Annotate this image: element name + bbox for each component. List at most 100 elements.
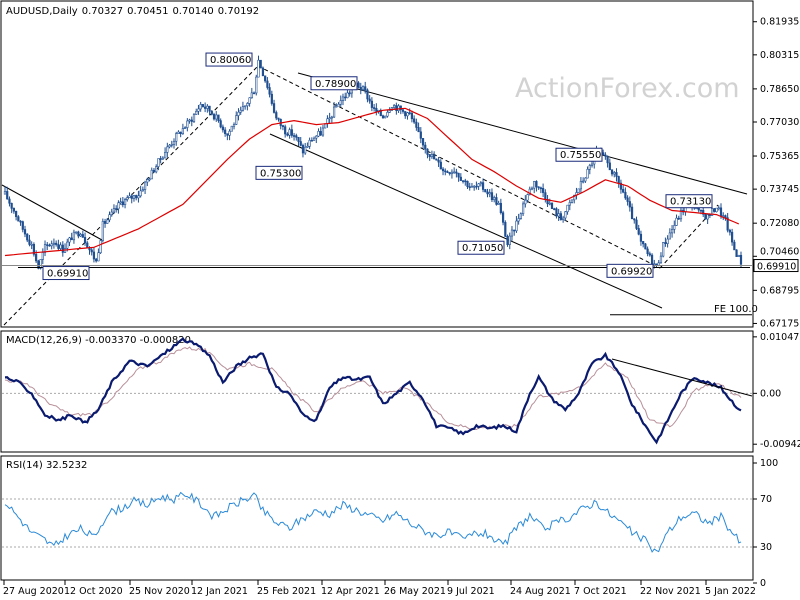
candle-body-up bbox=[161, 157, 164, 160]
candle-body-down bbox=[57, 244, 60, 249]
candle-body-down bbox=[639, 233, 643, 242]
candle-body-up bbox=[128, 195, 131, 198]
candle-body-up bbox=[235, 115, 238, 125]
candle-body-up bbox=[666, 238, 669, 244]
candle-body-up bbox=[479, 182, 482, 185]
ohlc-open: 0.70327 bbox=[82, 6, 123, 17]
candle-body-up bbox=[662, 242, 665, 257]
candle-body-up bbox=[237, 111, 240, 116]
candle-body-down bbox=[272, 103, 276, 113]
candle-body-up bbox=[715, 207, 718, 213]
price-label-text: 0.69920 bbox=[611, 266, 652, 277]
candle-body-down bbox=[299, 141, 302, 146]
macd-tick-label: 0.010472 bbox=[760, 332, 800, 343]
candle-body-down bbox=[464, 180, 467, 183]
candle-body-up bbox=[304, 146, 307, 154]
candle-body-up bbox=[393, 105, 396, 108]
candle-body-up bbox=[181, 128, 184, 135]
candle-body-down bbox=[152, 169, 156, 173]
candle-body-up bbox=[361, 86, 365, 90]
candle-body-up bbox=[50, 243, 53, 247]
candle-body-up bbox=[68, 237, 71, 243]
candle-body-down bbox=[648, 253, 651, 256]
candle-body-up bbox=[570, 199, 574, 203]
candle-body-down bbox=[399, 105, 402, 111]
candle-body-up bbox=[106, 219, 109, 224]
candle-body-down bbox=[259, 59, 262, 69]
rsi-tick-label: 30 bbox=[760, 542, 772, 553]
x-tick-label: 12 Jan 2021 bbox=[191, 586, 248, 597]
x-tick-label: 12 Apr 2021 bbox=[321, 586, 380, 597]
candle-body-up bbox=[239, 109, 242, 113]
candle-body-up bbox=[341, 96, 345, 101]
candle-body-down bbox=[415, 121, 418, 128]
candle-body-up bbox=[312, 137, 316, 141]
candle-body-down bbox=[301, 145, 305, 154]
candle-body-down bbox=[270, 93, 273, 104]
candle-body-down bbox=[264, 75, 267, 82]
candle-body-up bbox=[166, 146, 169, 153]
candle-body-down bbox=[719, 207, 723, 217]
candle-body-down bbox=[221, 126, 225, 131]
price-tick-label: 0.73745 bbox=[760, 184, 799, 195]
candle-body-down bbox=[103, 221, 107, 224]
candle-body-down bbox=[504, 222, 507, 237]
candle-body-up bbox=[568, 202, 571, 206]
candle-body-down bbox=[61, 244, 64, 253]
candle-body-up bbox=[406, 112, 409, 117]
candle-body-up bbox=[119, 201, 122, 204]
ohlc-high: 0.70451 bbox=[127, 6, 168, 17]
candle-body-up bbox=[519, 213, 522, 219]
x-tick-label: 26 May 2021 bbox=[384, 586, 446, 597]
candle-body-up bbox=[521, 203, 525, 215]
candle-body-down bbox=[644, 243, 647, 250]
candle-body-up bbox=[306, 145, 309, 148]
macd-tick-label: 0.00 bbox=[760, 388, 781, 399]
candle-body-up bbox=[737, 254, 740, 257]
candle-body-down bbox=[630, 206, 634, 220]
candle-body-down bbox=[459, 176, 462, 181]
price-tick-label: 0.75365 bbox=[760, 151, 799, 162]
candle-body-down bbox=[286, 133, 289, 136]
candle-body-down bbox=[408, 112, 411, 114]
candle-body-up bbox=[722, 215, 725, 217]
candle-body-down bbox=[735, 249, 738, 257]
current-price-badge: 0.69910 bbox=[753, 259, 799, 273]
candle-body-down bbox=[617, 176, 620, 184]
candle-body-down bbox=[23, 229, 27, 235]
candle-body-down bbox=[290, 129, 293, 136]
price-label-text: 0.80060 bbox=[210, 55, 251, 66]
candle-body-up bbox=[386, 112, 389, 117]
candle-body-up bbox=[228, 130, 231, 136]
candle-body-down bbox=[739, 254, 743, 265]
candle-body-down bbox=[159, 158, 162, 160]
candle-body-up bbox=[588, 165, 591, 170]
candle-body-down bbox=[357, 82, 360, 88]
candle-body-up bbox=[155, 166, 158, 173]
ohlc-low: 0.70140 bbox=[172, 6, 213, 17]
candle-body-down bbox=[77, 231, 80, 237]
price-label-box bbox=[255, 165, 303, 180]
candle-body-down bbox=[481, 182, 485, 190]
channel-lower-line bbox=[269, 133, 663, 309]
price-label-text: 0.71050 bbox=[462, 243, 503, 254]
candle-body-down bbox=[26, 233, 29, 241]
rsi-tick-label: 100 bbox=[760, 458, 778, 469]
candle-body-down bbox=[81, 234, 84, 238]
candle-body-up bbox=[139, 190, 142, 197]
candle-body-down bbox=[642, 241, 645, 245]
x-tick-label: 22 Nov 2021 bbox=[640, 586, 701, 597]
candle-body-up bbox=[188, 119, 191, 122]
candle-body-up bbox=[533, 181, 536, 189]
candle-body-up bbox=[146, 179, 149, 183]
rsi-label: RSI(14) 32.5232 bbox=[6, 460, 87, 471]
candle-body-up bbox=[668, 232, 671, 240]
candle-body-down bbox=[268, 87, 271, 95]
candle-body-down bbox=[628, 201, 631, 208]
candle-body-down bbox=[731, 231, 734, 243]
candle-body-down bbox=[728, 229, 731, 233]
candle-body-up bbox=[710, 208, 714, 216]
candle-body-up bbox=[141, 189, 144, 192]
candle-body-down bbox=[381, 115, 385, 119]
